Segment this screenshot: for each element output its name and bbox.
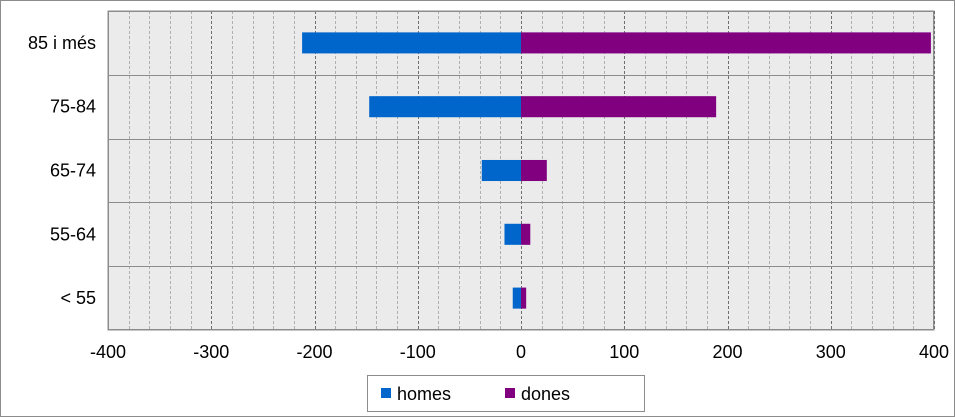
- y-axis-labels: 85 i més 75-84 65-74 55-64 < 55: [28, 33, 96, 308]
- y-tick-label: 85 i més: [28, 33, 96, 53]
- x-tick-label: 0: [516, 342, 526, 362]
- bar-dones-0: [521, 32, 931, 54]
- legend-label-dones: dones: [521, 384, 570, 404]
- y-tick-label: < 55: [60, 288, 96, 308]
- x-tick-label: -400: [90, 342, 126, 362]
- x-tick-label: -100: [400, 342, 436, 362]
- y-tick-label: 75-84: [50, 97, 96, 117]
- bars-group: [302, 32, 931, 309]
- x-tick-label: 100: [609, 342, 639, 362]
- bar-homes-0: [302, 32, 521, 54]
- plot-border: [108, 11, 934, 330]
- x-tick-label: 200: [712, 342, 742, 362]
- plot-area: [107, 10, 935, 331]
- bar-dones-2: [521, 159, 547, 182]
- bar-dones-4: [521, 287, 527, 309]
- y-tick-label: 65-74: [50, 161, 96, 181]
- legend-swatch-homes: [381, 388, 391, 398]
- bar-homes-3: [504, 223, 521, 245]
- legend-swatch-dones: [505, 388, 515, 398]
- bar-dones-1: [521, 96, 717, 118]
- bar-homes-4: [512, 287, 521, 309]
- y-tick-label: 55-64: [50, 224, 96, 244]
- x-axis-labels: -400 -300 -200 -100 0 100 200 300 400: [90, 342, 949, 362]
- legend: homes dones: [367, 375, 645, 412]
- legend-label-homes: homes: [397, 384, 451, 404]
- bar-homes-1: [369, 96, 521, 118]
- x-tick-label: 400: [919, 342, 949, 362]
- x-tick-label: -200: [296, 342, 332, 362]
- x-tick-label: -300: [193, 342, 229, 362]
- x-tick-label: 300: [816, 342, 846, 362]
- bar-homes-2: [481, 159, 521, 182]
- bar-dones-3: [521, 223, 531, 245]
